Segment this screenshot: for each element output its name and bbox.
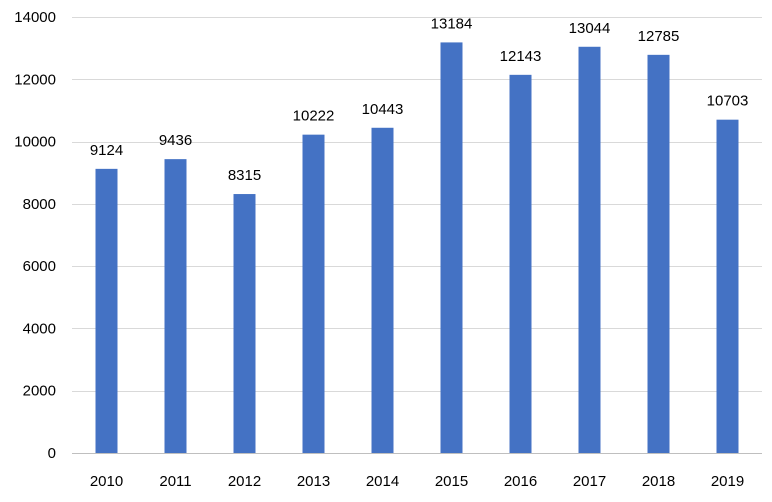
- data-label-2013: 10222: [293, 108, 335, 125]
- bar-2010: [95, 168, 118, 453]
- bar-2011: [164, 159, 187, 454]
- bar-2016: [509, 74, 532, 454]
- x-tick-label-2014: 2014: [366, 473, 399, 490]
- x-tick-label-2015: 2015: [435, 473, 468, 490]
- x-tick-label-2013: 2013: [297, 473, 330, 490]
- x-tick-label-2010: 2010: [90, 473, 123, 490]
- bar-2014: [371, 127, 394, 453]
- data-labels: 9124 9436 8315 10222 10443 13184 12143 13044 127…: [90, 15, 749, 184]
- bar-2012: [233, 194, 256, 453]
- gridlines: [72, 17, 762, 454]
- x-tick-label-2018: 2018: [642, 473, 675, 490]
- bar-2018: [647, 54, 670, 454]
- y-tick-label: 2000: [23, 383, 56, 400]
- data-label-2015: 13184: [431, 15, 473, 32]
- data-label-2017: 13044: [569, 20, 611, 37]
- y-tick-label: 12000: [14, 71, 56, 88]
- data-label-2012: 8315: [228, 167, 261, 184]
- x-tick-label-2016: 2016: [504, 473, 537, 490]
- x-tick-label-2017: 2017: [573, 473, 606, 490]
- y-axis-tick-labels: 0 2000 4000 6000 8000 10000 12000 14000: [14, 9, 56, 462]
- bar-2013: [302, 134, 325, 453]
- x-tick-label-2012: 2012: [228, 473, 261, 490]
- y-tick-label: 0: [48, 445, 56, 462]
- y-tick-label: 10000: [14, 134, 56, 151]
- data-label-2016: 12143: [500, 48, 542, 65]
- x-tick-label-2011: 2011: [159, 473, 191, 490]
- data-label-2018: 12785: [638, 28, 680, 45]
- data-label-2010: 9124: [90, 142, 123, 159]
- data-label-2014: 10443: [362, 101, 404, 118]
- bar-2015: [440, 42, 463, 454]
- data-label-2019: 10703: [707, 93, 749, 110]
- x-axis-tick-labels: 2010 2011 2012 2013 2014 2015 2016 2017 2018 2019: [90, 473, 744, 490]
- bars: [95, 42, 739, 454]
- y-tick-label: 14000: [14, 9, 56, 26]
- bar-2019: [716, 119, 739, 453]
- data-label-2011: 9436: [159, 132, 192, 149]
- y-tick-label: 6000: [23, 258, 56, 275]
- y-tick-label: 8000: [23, 196, 56, 213]
- x-tick-label-2019: 2019: [711, 473, 744, 490]
- bar-2017: [578, 46, 601, 453]
- y-tick-label: 4000: [23, 320, 56, 337]
